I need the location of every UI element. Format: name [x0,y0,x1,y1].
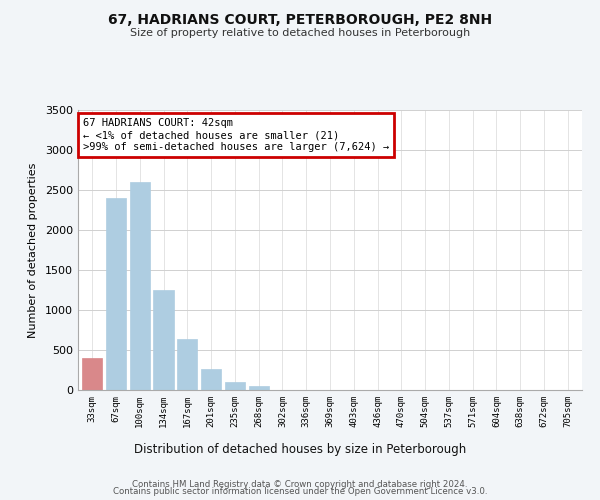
Bar [225,382,245,390]
Bar [248,386,269,390]
Bar [130,182,150,390]
Bar [106,198,126,390]
Bar [201,369,221,390]
Text: 67, HADRIANS COURT, PETERBOROUGH, PE2 8NH: 67, HADRIANS COURT, PETERBOROUGH, PE2 8N… [108,12,492,26]
Text: Contains public sector information licensed under the Open Government Licence v3: Contains public sector information licen… [113,488,487,496]
Bar [154,290,173,390]
Bar [177,339,197,390]
Bar [82,358,103,390]
Text: 67 HADRIANS COURT: 42sqm
← <1% of detached houses are smaller (21)
>99% of semi-: 67 HADRIANS COURT: 42sqm ← <1% of detach… [83,118,389,152]
Text: Size of property relative to detached houses in Peterborough: Size of property relative to detached ho… [130,28,470,38]
Y-axis label: Number of detached properties: Number of detached properties [28,162,38,338]
Text: Contains HM Land Registry data © Crown copyright and database right 2024.: Contains HM Land Registry data © Crown c… [132,480,468,489]
Text: Distribution of detached houses by size in Peterborough: Distribution of detached houses by size … [134,442,466,456]
